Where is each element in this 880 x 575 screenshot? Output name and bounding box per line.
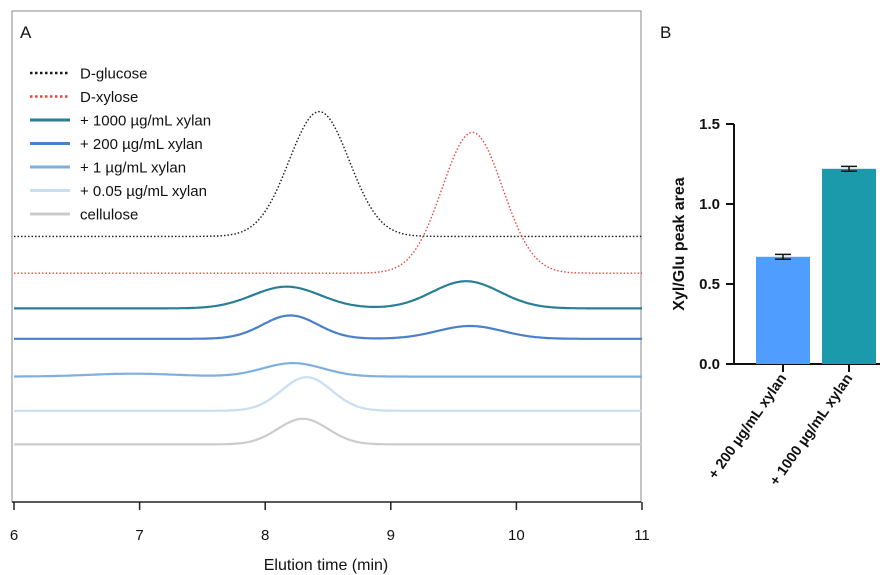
y-axis-ticks: 0.0 0.5 1.0 1.5 — [699, 116, 734, 373]
y-tick-label: 1.5 — [699, 116, 720, 133]
trace-line-1 — [14, 131, 642, 274]
bars — [756, 165, 876, 364]
trace-lines — [14, 110, 642, 446]
legend-entry: D-glucose — [80, 66, 148, 83]
category-labels: + 200 µg/mL xylan+ 1000 µg/mL xylan — [706, 364, 856, 489]
legend-entry: + 1 µg/mL xylan — [80, 160, 186, 177]
panel-label-b: B — [660, 23, 671, 42]
trace-line-4 — [14, 362, 642, 378]
x-tick-label: 11 — [634, 527, 650, 544]
legend-entry: + 0.05 µg/mL xylan — [80, 183, 207, 200]
x-axis-title: Elution time (min) — [264, 557, 388, 574]
x-axis-ticks: 6 7 8 9 10 11 — [10, 502, 650, 544]
legend-entry: D-xylose — [80, 89, 138, 106]
x-tick-label: 9 — [387, 527, 395, 544]
trace-line-2 — [14, 280, 642, 310]
legend-entry: + 1000 µg/mL xylan — [80, 113, 211, 130]
y-tick-label: 0.5 — [699, 276, 720, 293]
panel-label-a: A — [20, 23, 32, 42]
legend-entry: cellulose — [80, 207, 138, 224]
trace-line-0 — [14, 110, 642, 238]
trace-line-3 — [14, 314, 642, 340]
legend: D-glucose D-xylose + 1000 µg/mL xylan + 200… — [30, 66, 211, 224]
trace-line-5 — [14, 376, 642, 412]
trace-line-6 — [14, 417, 642, 446]
x-tick-label: 10 — [508, 527, 525, 544]
y-tick-label: 0.0 — [699, 356, 720, 373]
y-tick-label: 1.0 — [699, 196, 720, 213]
legend-entry: + 200 µg/mL xylan — [80, 136, 203, 153]
chromatogram-panel: A 6 7 8 9 10 11 D-glucose D-xylose + 1000 µg/mL… — [10, 10, 650, 574]
bar-panel: B 0.0 0.5 1.0 1.5 + 200 µg/mL xylan+ 1000 µ… — [660, 23, 880, 489]
bar — [822, 168, 876, 364]
y-axis-title: Xyl/Glu peak area — [671, 177, 688, 311]
x-tick-label: 7 — [135, 527, 143, 544]
bar — [756, 256, 810, 364]
x-tick-label: 8 — [261, 527, 269, 544]
x-tick-label: 6 — [10, 527, 18, 544]
